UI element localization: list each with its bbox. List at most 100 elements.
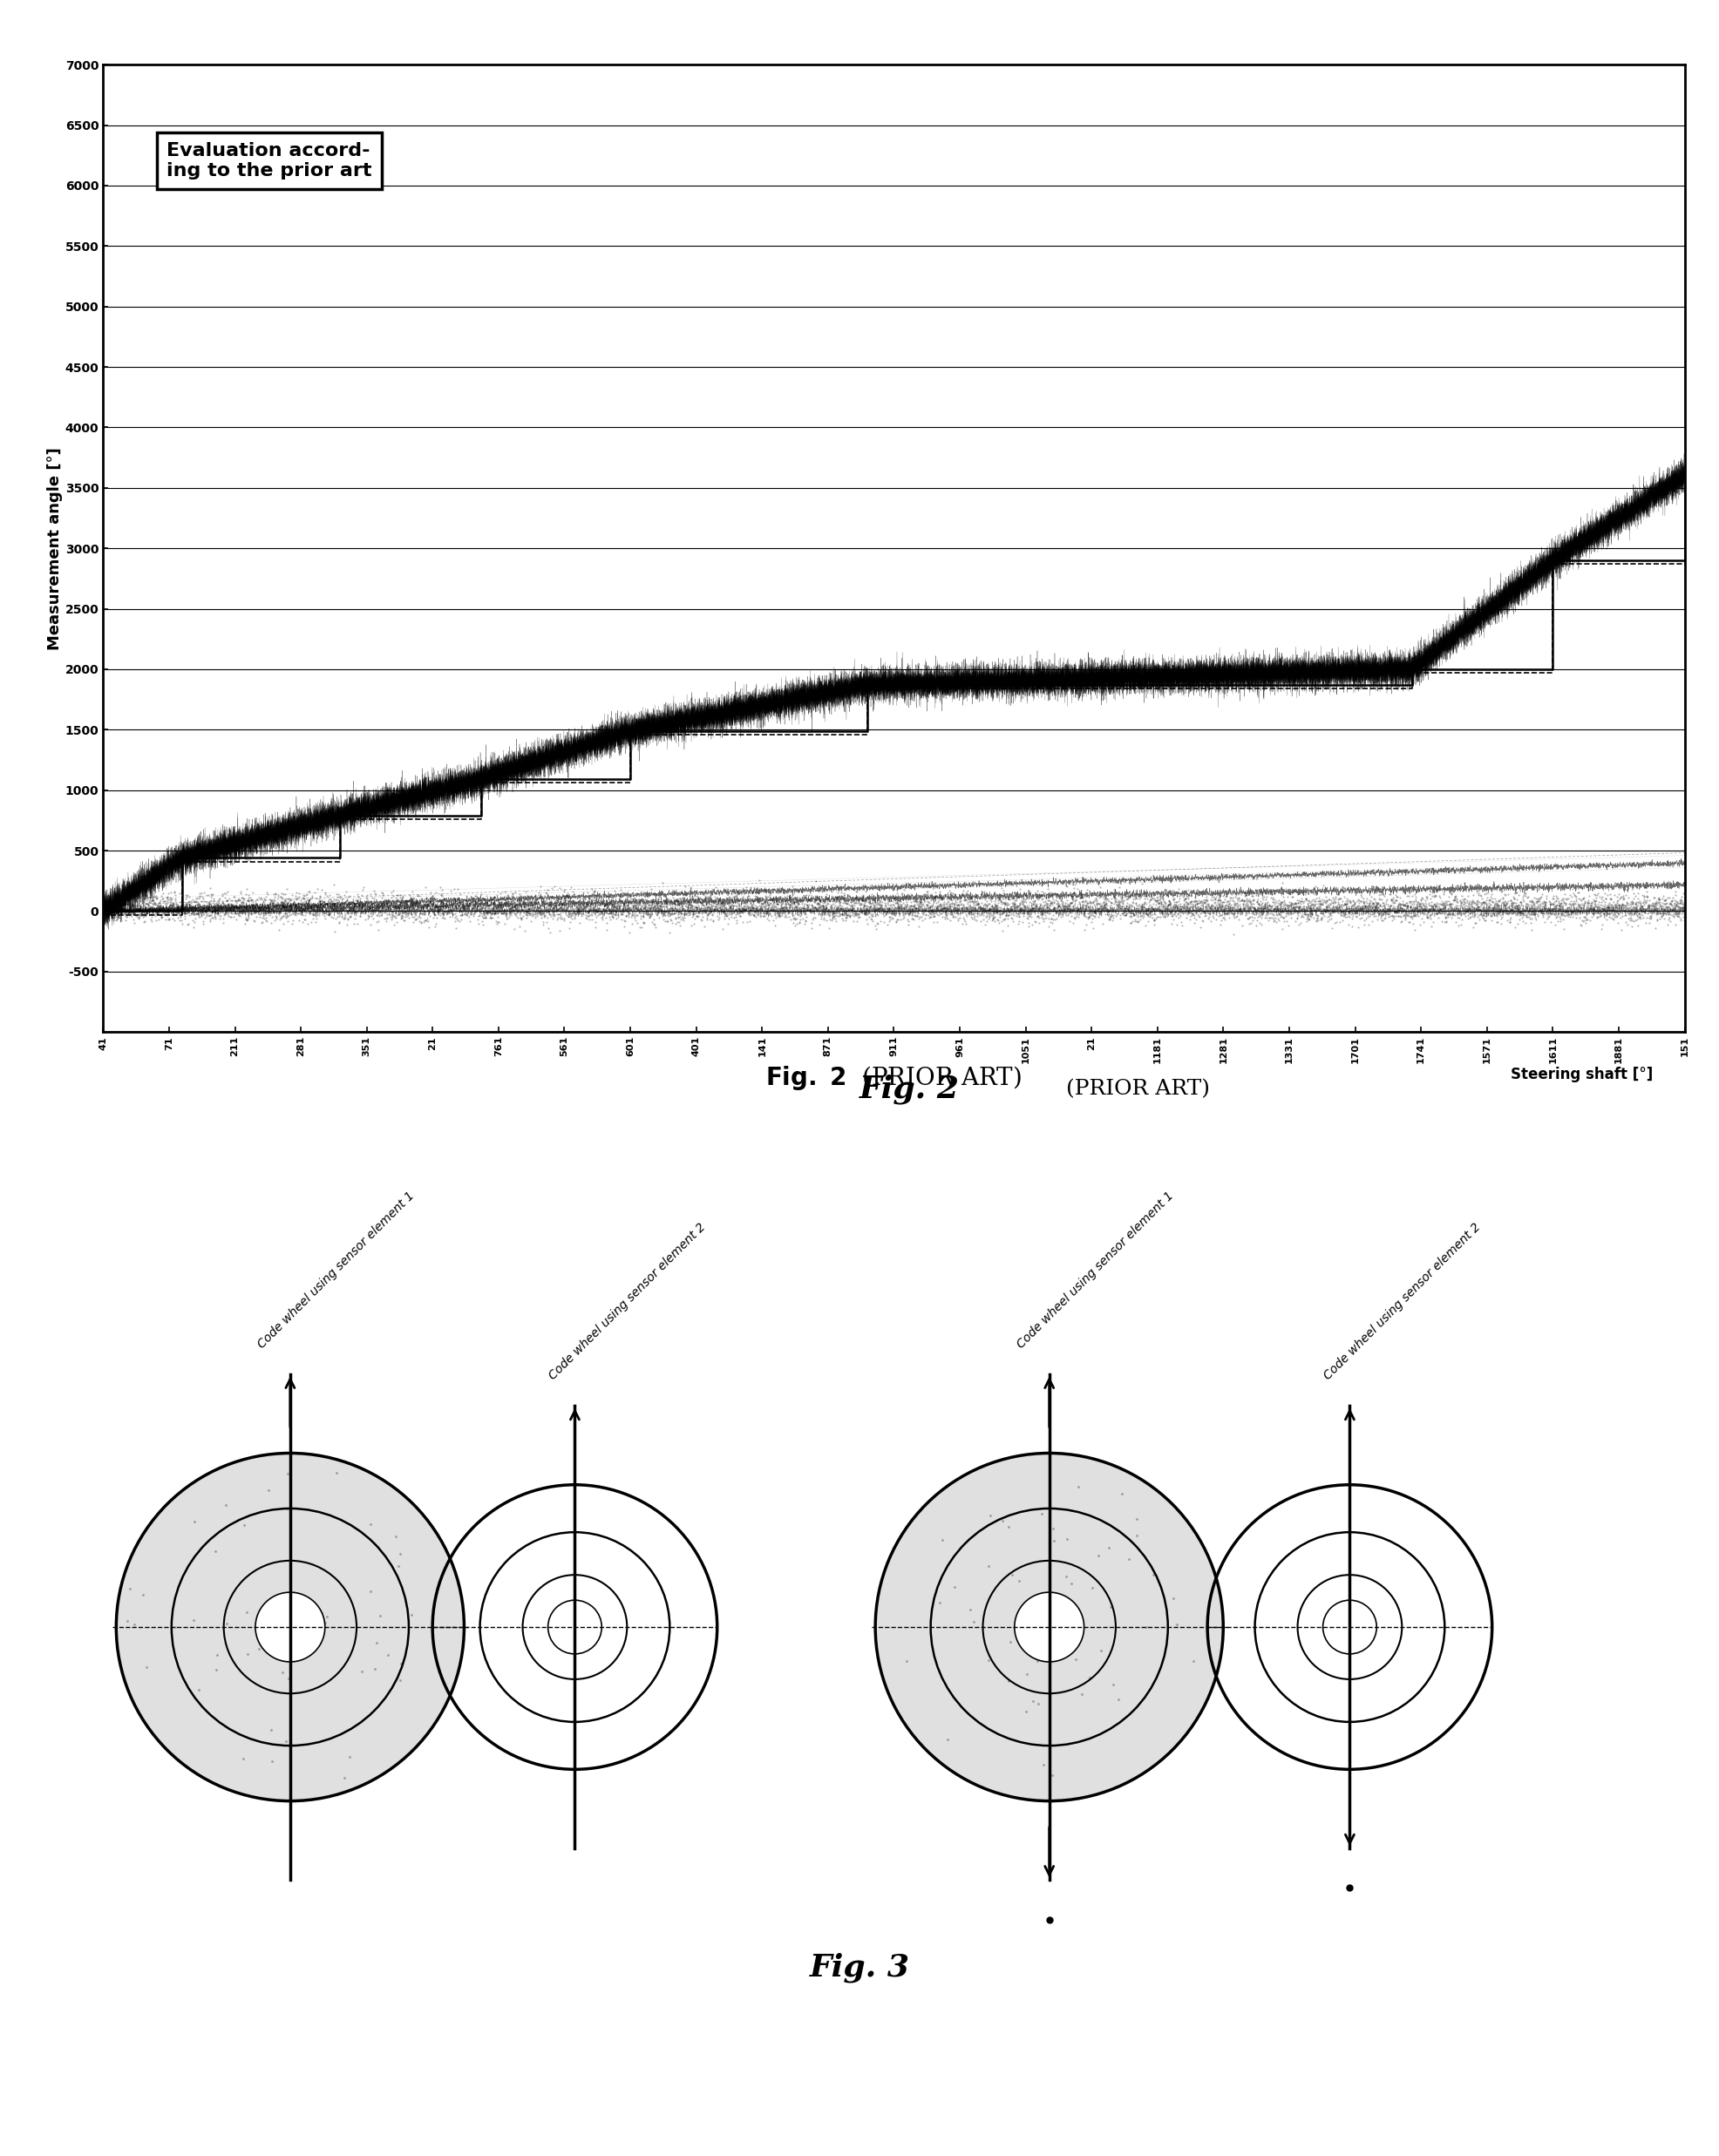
Circle shape [548, 1600, 602, 1654]
Point [162, 1608, 189, 1643]
Point [1038, 1757, 1066, 1792]
Point [272, 1725, 299, 1759]
Point [975, 1643, 1002, 1677]
Point [273, 1457, 301, 1492]
Point [1019, 1684, 1047, 1718]
Point [1062, 1643, 1090, 1677]
Point [263, 1600, 291, 1634]
Point [1064, 1470, 1092, 1505]
Point [1025, 1587, 1052, 1621]
Point [1038, 1511, 1066, 1546]
Circle shape [117, 1453, 464, 1800]
Point [988, 1505, 1016, 1539]
Point [273, 1492, 301, 1526]
Point [892, 1643, 920, 1677]
Point [933, 1723, 961, 1757]
Point [363, 1626, 390, 1660]
Point [292, 1602, 320, 1636]
Point [1012, 1695, 1040, 1729]
Point [282, 1615, 309, 1649]
Point [120, 1608, 148, 1643]
Text: Fig. 2: Fig. 2 [860, 1074, 959, 1104]
Y-axis label: Measurement angle [°]: Measurement angle [°] [46, 446, 62, 649]
Point [230, 1742, 258, 1777]
Point [399, 1598, 426, 1632]
Point [1028, 1632, 1055, 1667]
Point [1021, 1593, 1049, 1628]
Point [258, 1744, 285, 1779]
Text: $\bf{Fig.\ 2}$  (PRIOR ART): $\bf{Fig.\ 2}$ (PRIOR ART) [765, 1063, 1023, 1091]
Point [1057, 1492, 1085, 1526]
Point [387, 1647, 414, 1682]
Point [180, 1505, 208, 1539]
Point [201, 1533, 229, 1567]
Point [361, 1651, 388, 1686]
Point [1123, 1518, 1150, 1552]
Text: Fig. 3: Fig. 3 [810, 1953, 909, 1984]
Point [1123, 1503, 1150, 1537]
Point [928, 1522, 956, 1557]
Point [335, 1740, 363, 1774]
Point [1025, 1686, 1052, 1720]
Point [382, 1520, 409, 1554]
Point [1104, 1682, 1131, 1716]
Point [1078, 1570, 1105, 1604]
Point [997, 1626, 1025, 1660]
Point [287, 1623, 315, 1658]
Point [186, 1673, 213, 1708]
Point [213, 1606, 241, 1641]
Point [230, 1507, 258, 1542]
Point [308, 1617, 335, 1651]
Point [258, 1712, 285, 1746]
Point [1050, 1613, 1078, 1647]
Point [1037, 1630, 1064, 1664]
Point [1085, 1537, 1112, 1572]
Point [244, 1632, 272, 1667]
Point [1023, 1643, 1050, 1677]
Point [129, 1578, 156, 1613]
Point [1006, 1563, 1033, 1598]
Point [1140, 1557, 1167, 1591]
Point [296, 1628, 323, 1662]
Point [995, 1509, 1023, 1544]
Point [1133, 1611, 1160, 1645]
Point [387, 1662, 414, 1697]
Text: Evaluation accord-
ing to the prior art: Evaluation accord- ing to the prior art [167, 142, 371, 179]
Point [1116, 1542, 1143, 1576]
Point [1160, 1580, 1188, 1615]
Point [1095, 1531, 1123, 1565]
Point [277, 1611, 304, 1645]
Point [387, 1537, 414, 1572]
Circle shape [1014, 1593, 1085, 1662]
Point [375, 1636, 402, 1671]
Point [366, 1598, 394, 1632]
Text: Code wheel using sensor element 2: Code wheel using sensor element 2 [547, 1220, 708, 1382]
Point [291, 1602, 318, 1636]
Point [265, 1632, 292, 1667]
Point [1097, 1591, 1124, 1626]
Point [975, 1548, 1002, 1583]
Point [297, 1595, 325, 1630]
Point [132, 1649, 160, 1684]
Point [113, 1604, 141, 1639]
Point [330, 1759, 358, 1794]
Point [385, 1548, 413, 1583]
Point [1030, 1749, 1057, 1783]
Point [358, 1574, 385, 1608]
Point [203, 1651, 230, 1686]
Point [1057, 1565, 1085, 1600]
Point [1054, 1522, 1081, 1557]
Point [940, 1570, 968, 1604]
Point [358, 1507, 385, 1542]
Point [1028, 1496, 1055, 1531]
Point [234, 1595, 261, 1630]
Point [213, 1488, 241, 1522]
Point [254, 1473, 282, 1507]
Point [1023, 1600, 1050, 1634]
Point [1057, 1632, 1085, 1667]
Point [1164, 1606, 1191, 1641]
Point [1057, 1621, 1085, 1656]
Point [284, 1585, 311, 1619]
Point [308, 1595, 335, 1630]
Circle shape [1324, 1600, 1377, 1654]
